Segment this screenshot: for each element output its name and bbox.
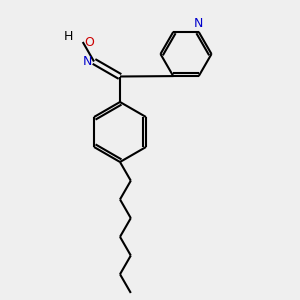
- Text: N: N: [194, 16, 203, 29]
- Text: N: N: [83, 55, 92, 68]
- Text: H: H: [64, 30, 73, 43]
- Text: O: O: [84, 35, 94, 49]
